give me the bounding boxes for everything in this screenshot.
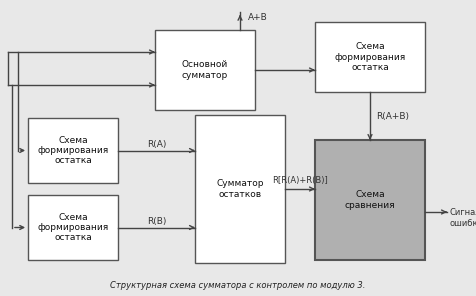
Text: R(B): R(B)	[147, 217, 166, 226]
Text: Схема
формирования
остатка: Схема формирования остатка	[334, 42, 406, 72]
Text: Структурная схема сумматора с контролем по модулю 3.: Структурная схема сумматора с контролем …	[110, 281, 366, 289]
Bar	[195, 115, 285, 263]
Text: Основной
сумматор: Основной сумматор	[182, 60, 228, 80]
Text: Сумматор
остатков: Сумматор остатков	[216, 179, 264, 199]
Bar	[315, 22, 425, 92]
Text: Сигнал
ошибки: Сигнал ошибки	[449, 208, 476, 228]
Bar	[28, 195, 118, 260]
Text: R(A+B): R(A+B)	[376, 112, 409, 120]
Text: R[R(A)+R(B)]: R[R(A)+R(B)]	[272, 176, 328, 186]
Text: R(A): R(A)	[147, 140, 166, 149]
Bar	[28, 118, 118, 183]
Bar	[155, 30, 255, 110]
Text: A+B: A+B	[248, 14, 268, 22]
Text: Схема
формирования
остатка: Схема формирования остатка	[38, 213, 109, 242]
Text: Схема
сравнения: Схема сравнения	[345, 190, 395, 210]
Text: Схема
формирования
остатка: Схема формирования остатка	[38, 136, 109, 165]
Bar	[315, 140, 425, 260]
